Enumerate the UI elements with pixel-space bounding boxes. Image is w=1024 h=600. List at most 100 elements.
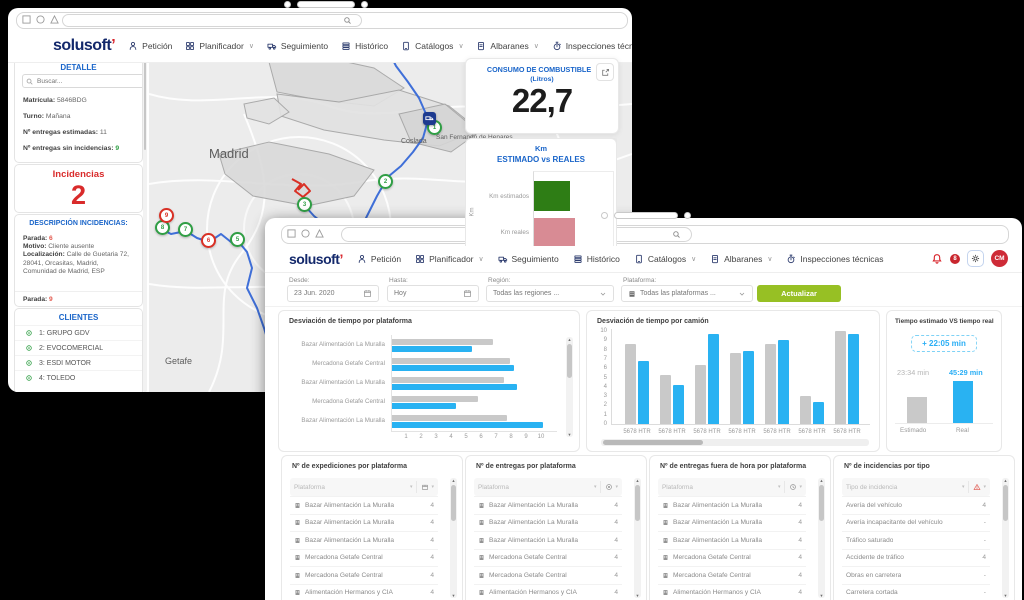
table-scrollbar[interactable]: ▲ ▼ [634,478,641,598]
map-stop-marker-3[interactable]: 3 [297,197,312,212]
cliente-list-item[interactable]: 3: ESDI MOTOR [15,355,142,370]
row-value: 4 [798,589,802,597]
chart-scrollbar[interactable]: ▲ ▼ [566,337,573,437]
nav-item-stopwatch[interactable]: Inspecciones técnicas [552,41,632,51]
table-row[interactable]: Avería incapacitante del vehículo - [842,513,990,532]
sidebar-scrollbar[interactable] [143,58,147,392]
filter-caret-icon[interactable]: ▾ [615,484,618,490]
tiempo-diff-badge[interactable]: + 22:05 min [911,335,977,352]
solusoft-logo[interactable]: solusoft’ [289,250,343,267]
table-row[interactable]: Avería del vehículo 4 [842,496,990,514]
search-icon [673,231,680,238]
nav-item-stack[interactable]: Histórico [573,254,620,264]
table-row[interactable]: Alimentación Hermanos y CIA 4 [658,583,806,600]
table-scrollbar[interactable]: ▲ ▼ [818,478,825,598]
nav-item-document[interactable]: Albaranes ∨ [476,41,539,51]
map-stop-marker-6[interactable]: 6 [201,233,216,248]
map-stop-marker-2[interactable]: 2 [378,174,393,189]
filter-caret-icon[interactable]: ▾ [777,484,781,490]
table-row[interactable]: Mercadona Getafe Central 4 [290,566,438,584]
nav-item-truck[interactable]: Seguimiento [498,254,559,264]
filter-caret-icon[interactable]: ▾ [431,484,434,490]
table-row[interactable]: Mercadona Getafe Central 4 [290,548,438,567]
table-row[interactable]: Bazar Alimentación La Muralla 4 [474,496,622,514]
nav-item-truck[interactable]: Seguimiento [267,41,328,51]
filter-caret-icon[interactable]: ▾ [593,484,597,490]
url-bar[interactable] [62,14,362,27]
nav-item-tablet[interactable]: Catálogos ∨ [401,41,463,51]
filter-caret-icon[interactable]: ▾ [983,484,986,490]
table-row[interactable]: Mercadona Getafe Central 4 [658,548,806,567]
settings-gear-button[interactable] [967,250,984,267]
cliente-list-item[interactable]: 1: GRUPO GDV [15,325,142,340]
table-row[interactable]: Bazar Alimentación La Muralla 4 [290,531,438,549]
chart-scrollbar[interactable] [601,439,869,446]
map-stop-marker-7[interactable]: 7 [178,222,193,237]
back-window-handle[interactable] [284,1,368,8]
target-icon[interactable] [605,483,613,491]
filter-caret-icon[interactable]: ▾ [409,484,413,490]
table-row[interactable]: Mercadona Getafe Central 4 [474,548,622,567]
expand-button[interactable] [596,63,614,81]
nav-item-tablet[interactable]: Catálogos ∨ [634,254,696,264]
cliente-list-item[interactable]: 4: TOLEDO [15,370,142,385]
solusoft-logo[interactable]: solusoft’ [53,37,116,54]
browser-window-controls[interactable] [22,15,59,24]
cliente-list-item[interactable]: 2: EVOCOMERCIAL [15,340,142,355]
search-input[interactable] [22,74,142,88]
map-stop-marker-9[interactable]: 9 [159,208,174,223]
table-row[interactable]: Carretera cortada - [842,583,990,600]
table-row[interactable]: Alimentación Hermanos y CIA 4 [474,583,622,600]
nav-item-stopwatch[interactable]: Inspecciones técnicas [786,254,884,264]
table-scrollbar[interactable]: ▲ ▼ [1002,478,1009,598]
table-scrollbar[interactable]: ▲ ▼ [450,478,457,598]
table-row[interactable]: Obras en carretera - [842,566,990,584]
clock-icon[interactable] [789,483,797,491]
table-row[interactable]: Accidente de tráfico 4 [842,548,990,567]
column-header: Plataforma [478,483,509,491]
table-row[interactable]: Bazar Alimentación La Muralla 4 [658,496,806,514]
table-row[interactable]: Bazar Alimentación La Muralla 4 [474,531,622,549]
plataforma-select[interactable]: Todas las plataformas ... [621,285,753,302]
filter-caret-icon[interactable]: ▾ [961,484,965,490]
table-row[interactable]: Bazar Alimentación La Muralla 4 [658,513,806,532]
nav-item-person[interactable]: Petición [128,41,172,51]
hasta-input[interactable]: Hoy [387,285,479,302]
table-header[interactable]: Tipo de incidencia ▾ ▾ [842,478,990,496]
table-row[interactable]: Alimentación Hermanos y CIA 4 [290,583,438,600]
nav-item-grid[interactable]: Planificador ∨ [185,41,254,51]
nav-item-document[interactable]: Albaranes ∨ [710,254,772,264]
table-row[interactable]: Bazar Alimentación La Muralla 4 [290,513,438,532]
table-row[interactable]: Bazar Alimentación La Muralla 4 [474,513,622,532]
package-icon[interactable] [421,483,429,491]
warning-icon[interactable] [973,483,981,491]
row-value: 4 [430,589,434,597]
table-header[interactable]: Plataforma ▾ ▾ [658,478,806,496]
incidencias-tipo-table-card: Nº de incidencias por tipo Tipo de incide… [833,455,1015,600]
notifications-badge[interactable]: 8 [950,253,960,264]
nav-item-stack[interactable]: Histórico [341,41,388,51]
browser-window-controls[interactable] [287,229,324,238]
filter-caret-icon[interactable]: ▾ [799,484,802,490]
tiempo-estimado-real-card: Tiempo estimado VS tiempo real + 22:05 m… [886,310,1002,452]
table-row[interactable]: Bazar Alimentación La Muralla 4 [290,496,438,514]
front-window-handle[interactable] [601,212,691,219]
table-row[interactable]: Bazar Alimentación La Muralla 4 [658,531,806,549]
parada-label: Parada: [23,235,48,242]
map-stop-marker-5[interactable]: 5 [230,232,245,247]
nav-item-person[interactable]: Petición [357,254,401,264]
v-bar-real [708,333,719,424]
table-row[interactable]: Mercadona Getafe Central 4 [474,566,622,584]
actualizar-button[interactable]: Actualizar [757,285,841,302]
bell-icon[interactable] [931,253,943,265]
table-header[interactable]: Plataforma ▾ ▾ [290,478,438,496]
nav-item-grid[interactable]: Planificador ∨ [415,254,484,264]
desde-input[interactable]: 23 Jun. 2020 [287,285,379,302]
table-row[interactable]: Mercadona Getafe Central 4 [658,566,806,584]
table-header[interactable]: Plataforma ▾ ▾ [474,478,622,496]
table-row[interactable]: Tráfico saturado - [842,531,990,549]
user-avatar[interactable]: CM [991,250,1008,267]
truck-marker[interactable] [423,112,436,125]
browser-chrome [16,12,628,29]
region-select[interactable]: Todas las regiones ... [486,285,614,302]
